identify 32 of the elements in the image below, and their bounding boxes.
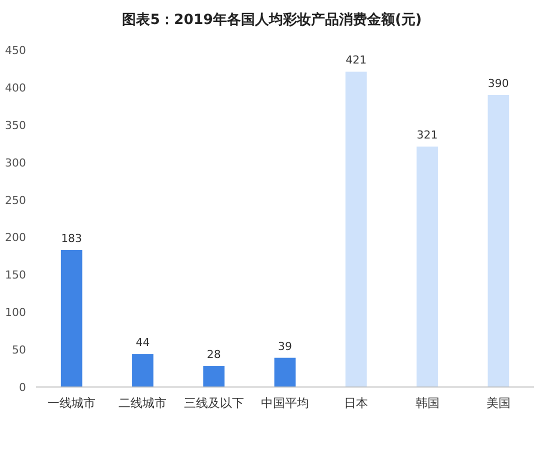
data-label: 421 xyxy=(346,54,367,67)
x-tick-label: 二线城市 xyxy=(118,396,167,410)
y-tick-label: 0 xyxy=(19,381,26,394)
bar xyxy=(203,366,225,387)
x-tick-label: 中国平均 xyxy=(261,396,309,410)
bar xyxy=(488,94,510,387)
x-tick-label: 日本 xyxy=(344,396,368,410)
y-tick-label: 450 xyxy=(5,44,26,57)
data-label: 321 xyxy=(416,128,438,142)
x-tick-label: 韩国 xyxy=(415,396,440,410)
y-tick-label: 250 xyxy=(5,194,26,207)
data-label: 390 xyxy=(488,76,509,90)
data-label: 183 xyxy=(61,232,82,245)
bar xyxy=(274,358,296,387)
bar xyxy=(345,72,367,387)
y-tick-label: 50 xyxy=(12,344,26,357)
y-tick-label: 100 xyxy=(5,306,26,320)
bar xyxy=(60,250,82,387)
bar xyxy=(132,354,154,387)
x-tick-label: 三线及以下 xyxy=(184,396,244,410)
x-tick-label: 美国 xyxy=(486,396,510,410)
y-tick-label: 150 xyxy=(5,268,26,282)
chart-title: 图表5：2019年各国人均彩妆产品消费金额(元) xyxy=(122,11,422,28)
data-label: 44 xyxy=(136,336,150,350)
x-tick-label: 一线城市 xyxy=(48,396,96,410)
data-label: 28 xyxy=(206,348,221,362)
y-tick-label: 300 xyxy=(5,156,26,170)
y-tick-label: 350 xyxy=(5,118,26,132)
data-label: 39 xyxy=(278,340,292,353)
y-tick-label: 200 xyxy=(5,231,26,244)
bar xyxy=(416,146,438,387)
y-tick-label: 400 xyxy=(5,81,26,94)
